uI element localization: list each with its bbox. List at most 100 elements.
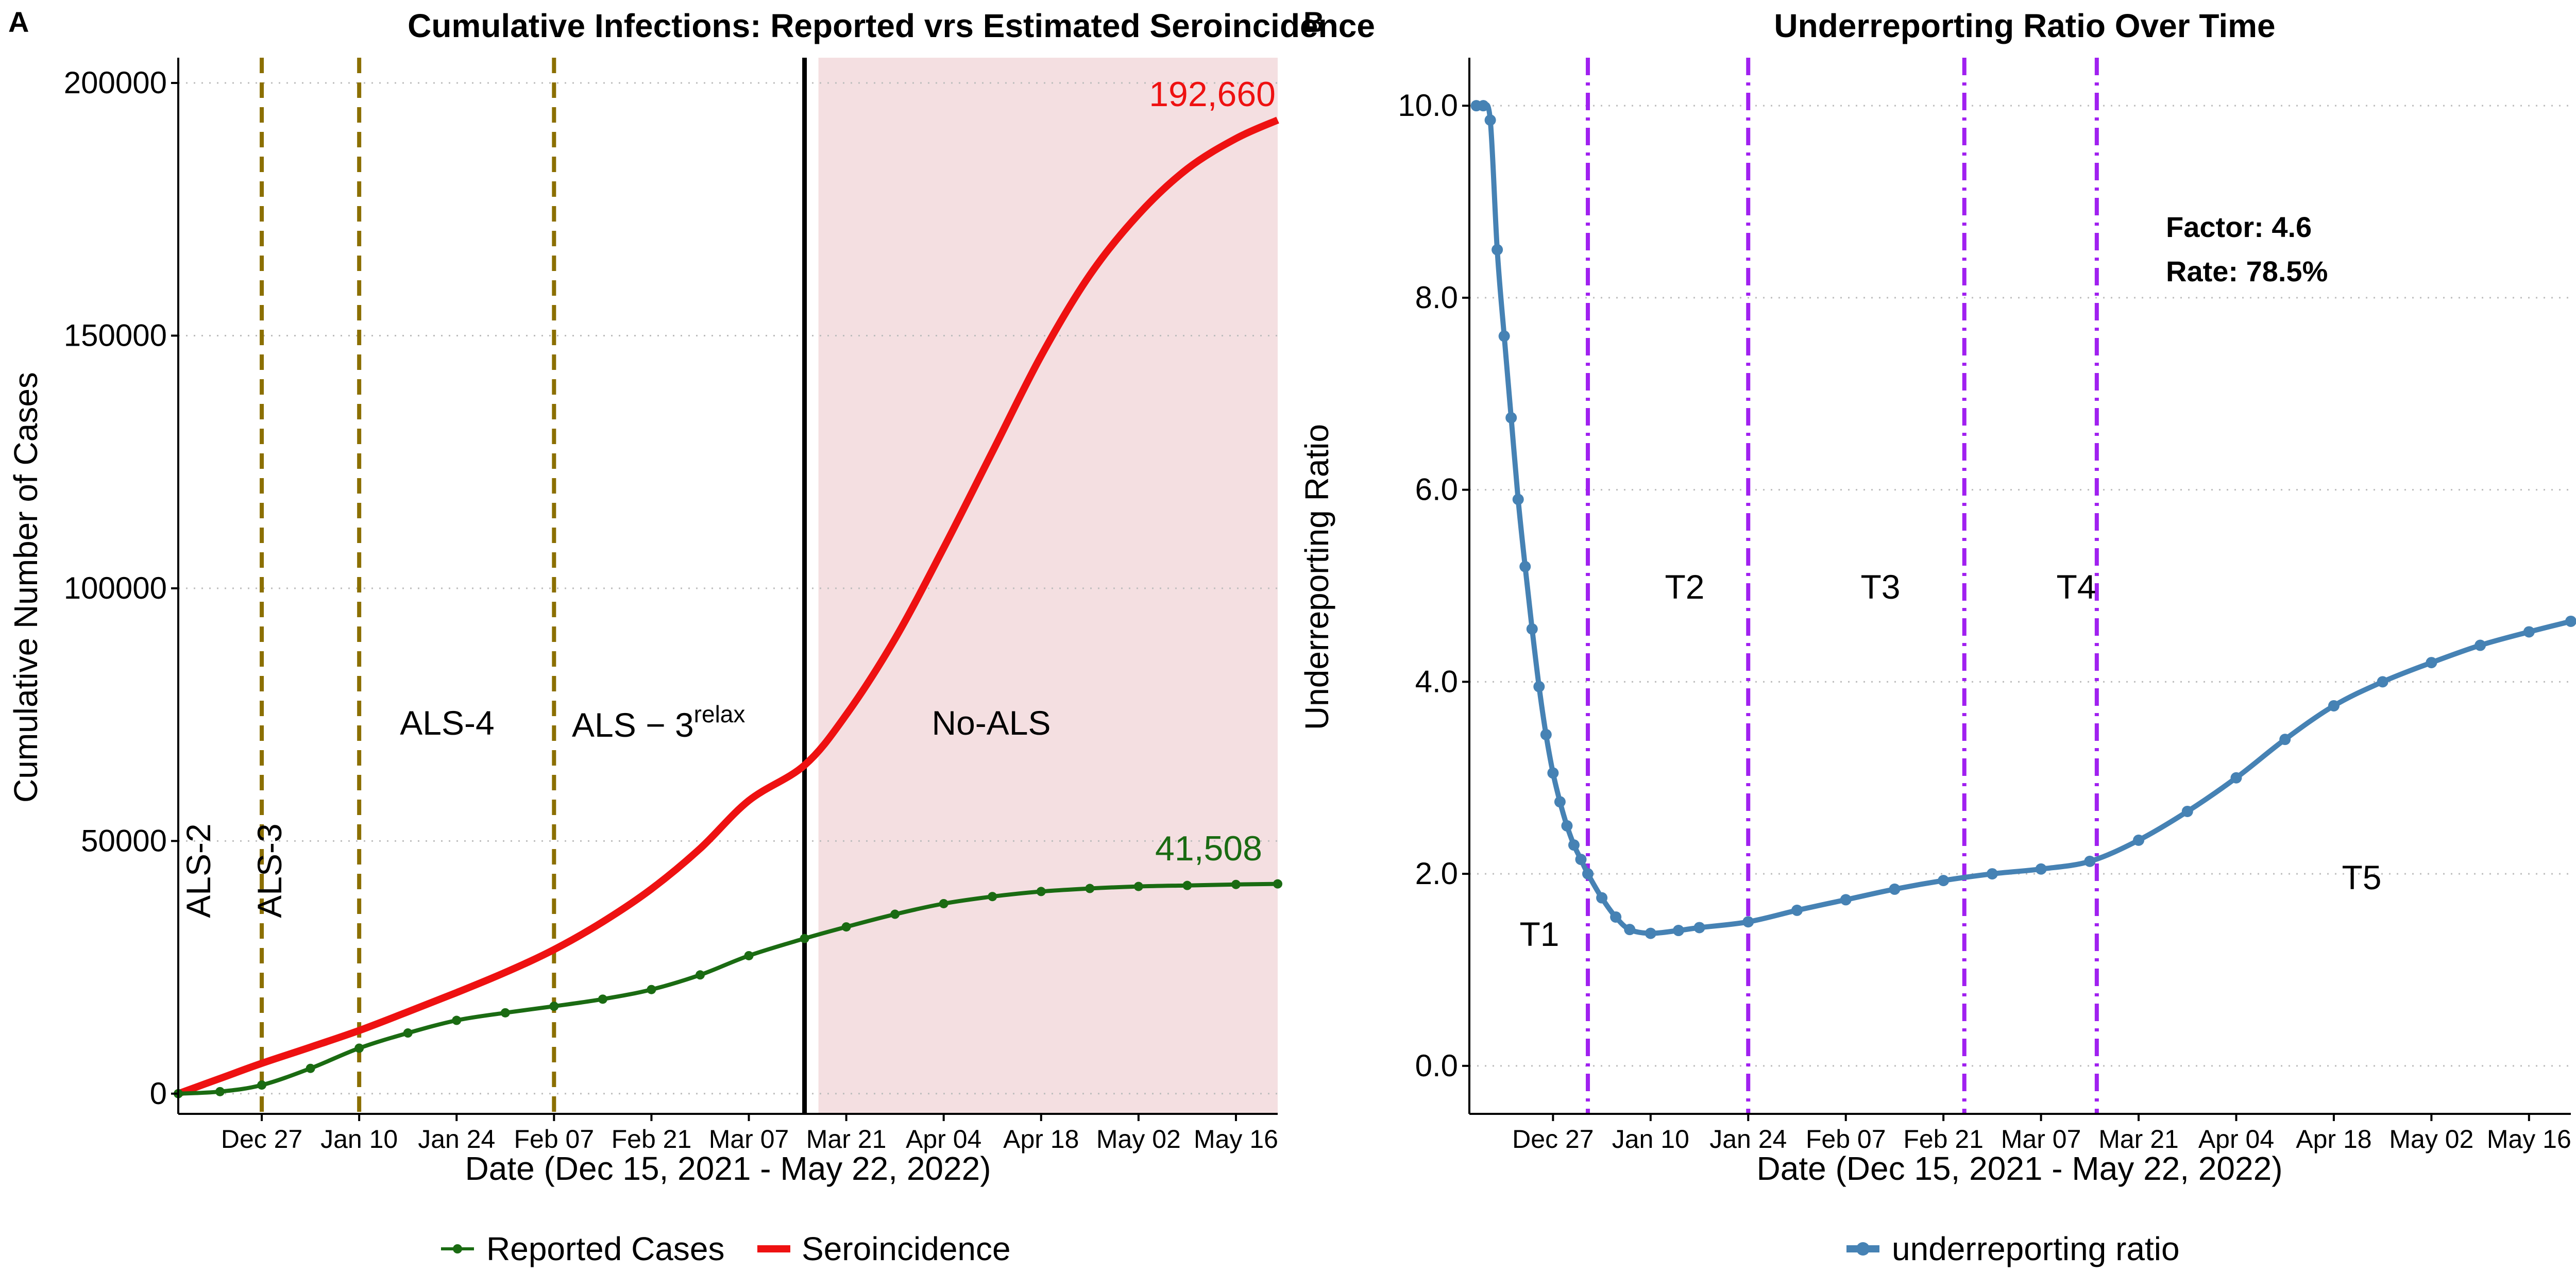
reported-cases-point xyxy=(647,985,656,994)
x-tick-label: May 16 xyxy=(2487,1125,2571,1154)
underreporting-ratio-point xyxy=(2565,615,2576,627)
period-t5-label: T5 xyxy=(2342,858,2381,896)
reported-cases-point xyxy=(988,892,997,902)
underreporting-ratio-point xyxy=(2035,863,2047,875)
panel-a-y-ticks: 0 50000 100000 150000 200000 xyxy=(64,65,178,1111)
underreporting-ratio-point xyxy=(1540,728,1552,740)
x-tick-label: May 16 xyxy=(1194,1125,1278,1154)
panel-a-y-axis-title: Cumulative Number of Cases xyxy=(7,372,44,803)
legend-sero-label: Seroincidence xyxy=(802,1230,1011,1267)
x-tick-label: Feb 21 xyxy=(612,1125,692,1154)
x-tick-label: Mar 07 xyxy=(709,1125,789,1154)
no-als-label: No-ALS xyxy=(931,704,1050,742)
underreporting-ratio-point xyxy=(1986,868,1998,880)
reported-cases-point xyxy=(695,970,705,980)
als-3-relax-base: ALS − 3 xyxy=(572,706,694,744)
y-tick-label: 8.0 xyxy=(1415,280,1458,315)
underreporting-ratio-point xyxy=(2475,639,2486,651)
period-t3-label: T3 xyxy=(1860,568,1900,606)
underreporting-ratio-point xyxy=(1533,681,1545,692)
y-tick-label: 200000 xyxy=(64,65,167,100)
panel-b: B Underreporting Ratio Over Time 0.0 2.0 4… xyxy=(1298,6,2576,1267)
y-tick-label: 2.0 xyxy=(1415,856,1458,891)
underreporting-ratio-point xyxy=(2523,626,2535,638)
x-tick-label: Feb 07 xyxy=(514,1125,595,1154)
reported-cases-point xyxy=(1273,879,1282,889)
als-3-relax-label: ALS − 3relax xyxy=(572,701,745,744)
underreporting-ratio-point xyxy=(1478,100,1489,112)
underreporting-ratio-point xyxy=(1505,412,1517,423)
underreporting-ratio-point xyxy=(1554,796,1566,808)
y-tick-label: 0 xyxy=(150,1076,167,1111)
panel-a-title: Cumulative Infections: Reported vrs Esti… xyxy=(408,7,1375,44)
y-tick-label: 0.0 xyxy=(1415,1048,1458,1083)
panel-a-series xyxy=(174,116,1282,1098)
reported-cases-point xyxy=(500,1008,510,1018)
reported-cases-point xyxy=(890,909,900,919)
reported-cases-point xyxy=(215,1087,225,1096)
reported-cases-point xyxy=(598,994,607,1004)
x-tick-label: Dec 27 xyxy=(221,1125,302,1154)
seroincidence-line xyxy=(177,116,1279,1097)
legend-reported-label: Reported Cases xyxy=(486,1230,724,1267)
reported-cases-point xyxy=(1182,880,1192,890)
panel-b-x-ticks: Dec 27 Jan 10 Jan 24 Feb 07 Feb 21 Mar 07 Mar … xyxy=(1512,1114,2571,1154)
underreporting-ratio-point xyxy=(1938,875,1950,887)
underreporting-ratio-point xyxy=(1840,894,1852,906)
reported-cases-point xyxy=(257,1080,267,1090)
underreporting-ratio-point xyxy=(2181,805,2193,817)
underreporting-ratio-point xyxy=(1492,244,1503,256)
als-3-label: ALS-3 xyxy=(250,823,289,918)
panel-b-legend: underreporting ratio xyxy=(1846,1230,2180,1267)
underreporting-ratio-point xyxy=(1561,820,1573,832)
underreporting-ratio-point xyxy=(1512,494,1524,505)
reported-cases-point xyxy=(841,922,851,932)
underreporting-ratio-point xyxy=(1596,892,1608,904)
legend-reported-marker xyxy=(453,1244,462,1253)
underreporting-ratio-point xyxy=(1575,854,1587,866)
underreporting-ratio-point xyxy=(1547,767,1559,779)
underreporting-ratio-point xyxy=(1791,904,1803,916)
legend-ratio-marker xyxy=(1856,1242,1870,1256)
als-2-label: ALS-2 xyxy=(179,823,217,918)
y-tick-label: 10.0 xyxy=(1398,88,1458,123)
x-tick-label: Jan 10 xyxy=(320,1125,398,1154)
x-tick-label: Apr 04 xyxy=(906,1125,981,1154)
als-4-label: ALS-4 xyxy=(400,704,494,742)
reported-cases-point xyxy=(1036,887,1046,896)
x-tick-label: Feb 21 xyxy=(1903,1125,1984,1154)
panel-a-gridlines xyxy=(178,82,1278,1095)
x-tick-label: Jan 24 xyxy=(418,1125,495,1154)
reported-cases-point xyxy=(452,1015,462,1025)
seroincidence-end-label: 192,660 xyxy=(1149,75,1276,114)
y-tick-label: 150000 xyxy=(64,318,167,352)
x-tick-label: Apr 04 xyxy=(2198,1125,2274,1154)
y-tick-label: 50000 xyxy=(81,823,167,858)
reported-cases-point xyxy=(403,1028,413,1038)
panel-b-y-ticks: 0.0 2.0 4.0 6.0 8.0 10.0 xyxy=(1398,88,1469,1083)
period-t2-label: T2 xyxy=(1665,568,1704,606)
underreporting-ratio-point xyxy=(1672,925,1684,937)
x-tick-label: Apr 18 xyxy=(1003,1125,1079,1154)
underreporting-ratio-point xyxy=(1582,868,1594,880)
underreporting-ratio-point xyxy=(2084,855,2096,867)
x-tick-label: Mar 21 xyxy=(2098,1125,2179,1154)
underreporting-ratio-point xyxy=(2377,676,2388,688)
x-tick-label: Mar 07 xyxy=(2001,1125,2081,1154)
panel-b-title: Underreporting Ratio Over Time xyxy=(1774,7,2275,44)
panel-b-x-axis-title: Date (Dec 15, 2021 - May 22, 2022) xyxy=(1757,1150,2283,1187)
panel-b-y-axis-title: Underreporting Ratio xyxy=(1298,424,1335,730)
als-3-relax-superscript: relax xyxy=(694,701,745,727)
reported-cases-point xyxy=(306,1063,315,1073)
period-t4-label: T4 xyxy=(2056,568,2096,606)
x-tick-label: Jan 24 xyxy=(1709,1125,1787,1154)
underreporting-ratio-point xyxy=(1526,623,1538,635)
rate-annotation: Rate: 78.5% xyxy=(2166,255,2328,287)
reported-cases-point xyxy=(1133,882,1143,891)
reported-cases-point xyxy=(1231,879,1241,889)
y-tick-label: 4.0 xyxy=(1415,664,1458,699)
panel-a-x-axis-title: Date (Dec 15, 2021 - May 22, 2022) xyxy=(465,1150,991,1187)
x-tick-label: May 02 xyxy=(1096,1125,1181,1154)
panel-b-series xyxy=(1470,100,2576,939)
